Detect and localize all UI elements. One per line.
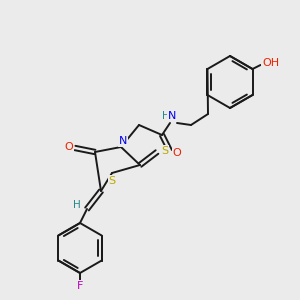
Text: F: F: [77, 281, 83, 291]
Text: O: O: [64, 142, 74, 152]
Text: H: H: [73, 200, 81, 210]
Text: S: S: [161, 146, 169, 156]
Text: S: S: [108, 176, 116, 186]
Text: N: N: [119, 136, 127, 146]
Text: H: H: [162, 111, 170, 121]
Text: O: O: [172, 148, 182, 158]
Text: OH: OH: [262, 58, 279, 68]
Text: N: N: [168, 111, 176, 121]
